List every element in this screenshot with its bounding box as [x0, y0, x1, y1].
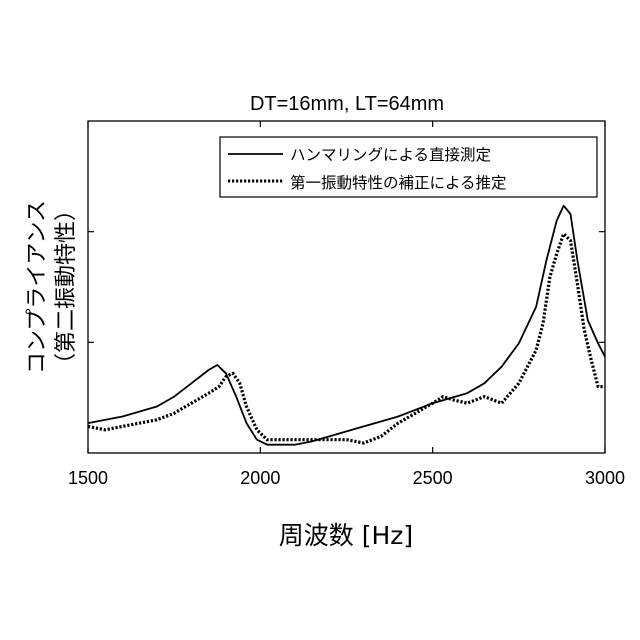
x-tick-label: 2500 — [413, 468, 453, 488]
y-axis-label-line-2: （第二振動特性） — [54, 199, 79, 375]
legend-label-direct-measurement: ハンマリングによる直接測定 — [290, 146, 491, 164]
x-axis-label: 周波数 [Hz] — [279, 521, 413, 550]
legend-label-estimate: 第一振動特性の補正による推定 — [290, 174, 507, 192]
legend: ハンマリングによる直接測定 第一振動特性の補正による推定 — [220, 137, 597, 197]
x-tick-label: 2000 — [240, 468, 280, 488]
x-tick-label: 3000 — [585, 468, 625, 488]
x-tick-label: 1500 — [68, 468, 108, 488]
y-axis-label-line-1: コンプライアンス — [25, 200, 50, 374]
compliance-line-chart: DT=16mm, LT=64mm 1500 2000 2500 3000 ハンマリング… — [0, 0, 640, 640]
chart-title: DT=16mm, LT=64mm — [250, 93, 444, 115]
